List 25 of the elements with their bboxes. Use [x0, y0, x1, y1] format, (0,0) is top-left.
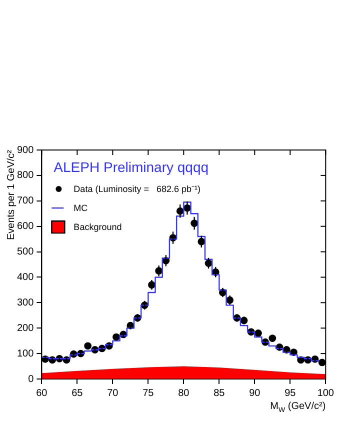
x-tick-label: 100: [317, 388, 334, 399]
x-tick-label: 75: [142, 388, 154, 399]
y-tick-label: 100: [16, 348, 34, 360]
x-tick-label: 65: [72, 388, 84, 399]
legend-label: MC: [74, 203, 88, 213]
y-tick-label: 900: [16, 144, 34, 156]
legend-label: Background: [74, 222, 122, 232]
legend-label: Data (Luminosity = 682.6 pb⁻¹): [74, 184, 200, 194]
y-tick-label: 300: [16, 297, 34, 308]
x-tick-label: 85: [214, 388, 226, 399]
text: ALEPH Preliminary qqqq: [54, 159, 209, 175]
y-tick-label: 600: [16, 221, 34, 232]
y-tick-label: 200: [16, 322, 34, 334]
x-tick-label: 95: [284, 388, 296, 399]
point: [268, 334, 276, 342]
x-tick-label: 80: [178, 388, 190, 399]
y-tick-label: 500: [16, 246, 34, 258]
x-tick-label: 90: [249, 388, 261, 399]
y-axis-title: Events per 1 GeV/c²: [6, 149, 17, 240]
x-tick-label: 70: [107, 388, 119, 399]
x-tick-label: 60: [36, 388, 48, 399]
y-tick-label: 400: [16, 272, 34, 283]
y-tick-label: 0: [28, 374, 34, 385]
y-tick-label: 700: [16, 196, 34, 207]
y-tick-label: 800: [16, 170, 34, 182]
